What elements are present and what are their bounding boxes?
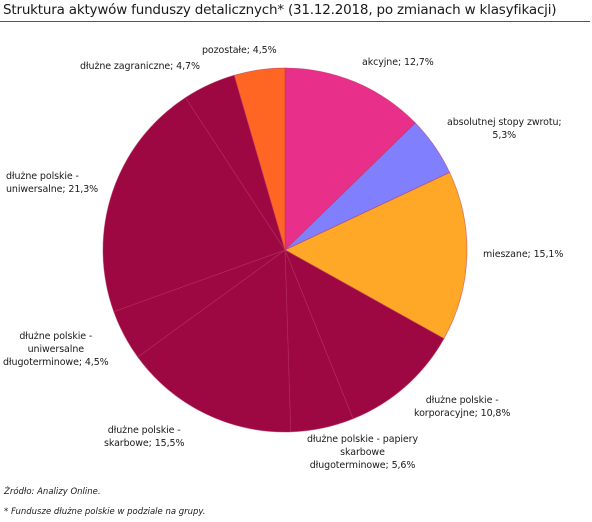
label-mieszane: mieszane; 15,1% [483, 249, 564, 260]
pie-slice-3 [284, 171, 468, 340]
pie-slice-1 [284, 67, 416, 251]
chart-title: Struktura aktywów funduszy detalicznych*… [3, 2, 557, 18]
label-absolutnej-stopy-zwrotu: absolutnej stopy zwrotu; 5,3% [447, 117, 562, 141]
title-divider [0, 21, 590, 22]
label-pozostale: pozostałe; 4,5% [202, 45, 277, 56]
label-akcyjne: akcyjne; 12,7% [362, 57, 434, 68]
pie-slice-4 [284, 249, 445, 420]
label-dluzne-zagraniczne: dłużne zagraniczne; 4,7% [80, 61, 200, 72]
label-papiery-skarbowe-dlugoterminowe: dłużne polskie - papiery skarbowe długot… [307, 434, 419, 471]
label-uniwersalne-dlugoterminowe: dłużne polskie - uniwersalne długotermin… [3, 331, 109, 368]
pie-slice-6 [137, 249, 292, 433]
pie-slice-10 [233, 67, 286, 251]
source-note: Źródło: Analizy Online. [4, 487, 101, 497]
pie-slice-8 [102, 97, 286, 313]
label-uniwersalne: dłużne polskie - uniwersalne; 21,3% [6, 171, 99, 195]
footnote: * Fundusze dłużne polskie w podziale na … [4, 507, 206, 517]
label-korporacyjne: dłużne polskie - korporacyjne; 10,8% [414, 395, 511, 419]
label-skarbowe: dłużne polskie - skarbowe; 15,5% [104, 425, 185, 449]
